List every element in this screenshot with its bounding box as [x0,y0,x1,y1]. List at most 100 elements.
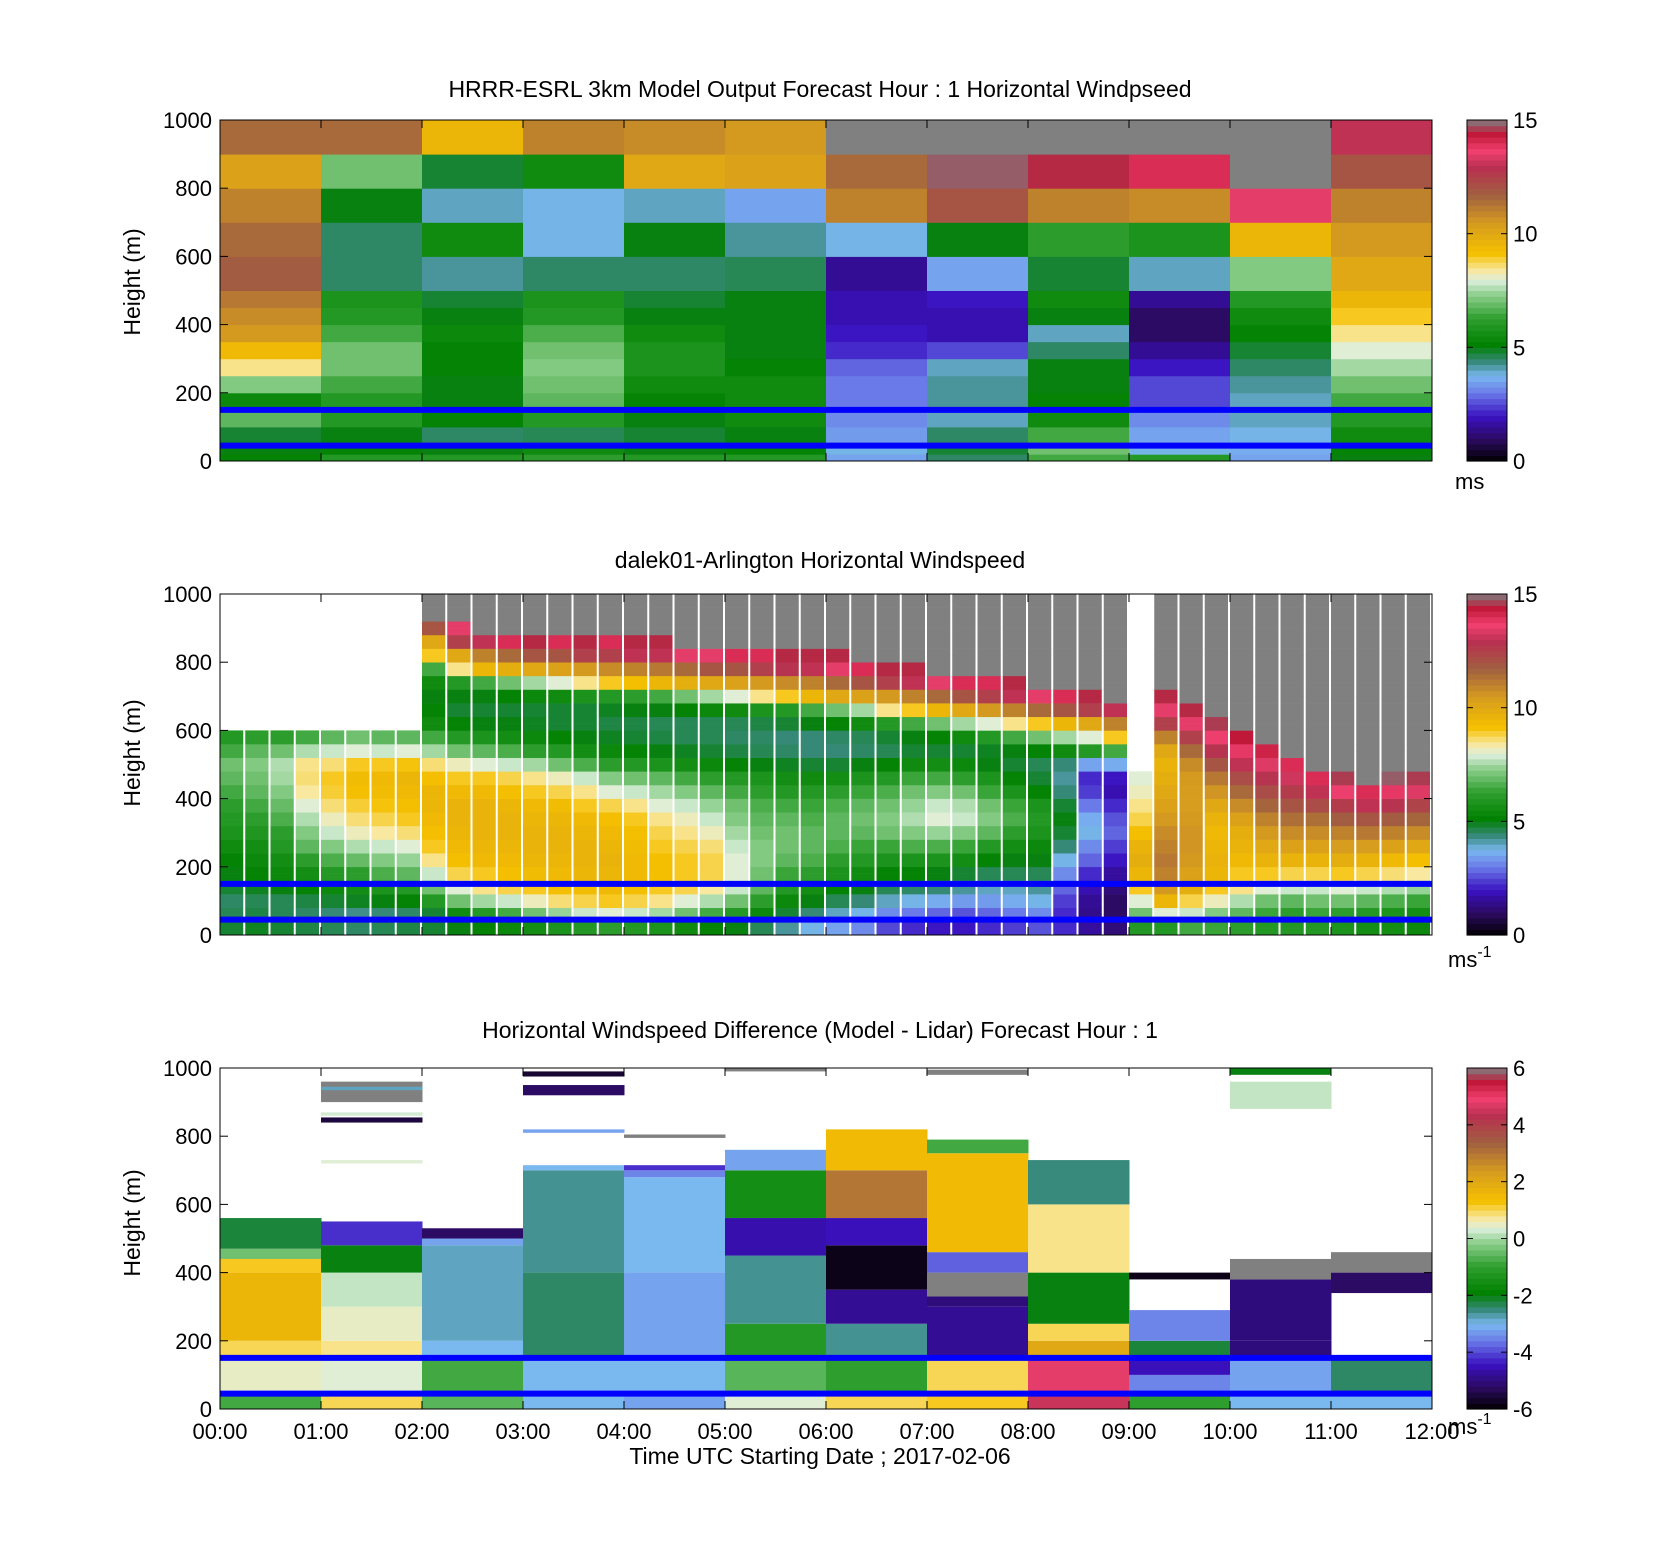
heatmap-cell [245,744,269,752]
heatmap-cell [826,600,850,608]
heatmap-cell [447,655,471,663]
colorbar-swatch [1467,318,1507,326]
heatmap-cell [800,696,824,704]
heatmap-cell [1305,689,1329,697]
heatmap-cell [1103,703,1127,711]
heatmap-cell [1406,648,1430,656]
heatmap-cell [270,832,294,840]
heatmap-cell [1356,819,1380,827]
heatmap-cell [422,832,446,840]
heatmap-cell [826,607,850,615]
heatmap-cell [1053,696,1077,704]
heatmap-cell [321,1245,423,1273]
colorbar-swatch [1467,815,1507,822]
heatmap-cell [800,894,824,902]
heatmap-cell [1331,791,1355,799]
heatmap-cell [649,614,673,622]
heatmap-cell [851,812,875,820]
colorbar-swatch [1467,250,1507,257]
heatmap-cell [422,341,524,360]
heatmap-cell [977,887,1001,895]
heatmap-cell [1053,791,1077,799]
heatmap-cell [523,873,547,881]
heatmap-cell [1179,723,1203,731]
colorbar-swatch [1467,1232,1507,1240]
heatmap-cell [1053,832,1077,840]
heatmap-cell [1179,655,1203,663]
heatmap-cell [1129,812,1153,820]
heatmap-cell [800,900,824,909]
heatmap-cell [674,628,698,636]
heatmap-cell [1305,682,1329,690]
heatmap-cell [573,682,597,690]
heatmap-cell [1406,805,1430,813]
heatmap-cell [245,894,269,902]
heatmap-cell [1179,866,1203,874]
heatmap-cell [1356,771,1380,779]
heatmap-cell [523,709,547,718]
colorbar-swatch [1467,1369,1507,1376]
heatmap-cell [977,716,1001,724]
x-tick-label: 08:00 [1000,1419,1055,1444]
heatmap-cell [775,600,799,608]
heatmap-cell [775,737,799,745]
heatmap-cell [1154,682,1178,690]
heatmap-cell [422,825,446,833]
heatmap-cell [422,723,446,731]
heatmap-cell [523,853,547,861]
heatmap-cell [422,120,524,155]
heatmap-cell [1331,894,1355,902]
heatmap-cell [523,641,547,649]
heatmap-cell [1103,655,1127,663]
heatmap-cell [1356,859,1380,868]
colorbar-swatch [1467,798,1507,805]
heatmap-cell [1053,907,1077,915]
heatmap-cell [321,887,345,895]
heatmap-cell [1305,696,1329,704]
heatmap-cell [1331,716,1355,724]
heatmap-cell [422,894,446,902]
heatmap-cell [1103,853,1127,861]
colorbar-swatch [1467,861,1507,868]
heatmap-cell [422,839,446,847]
heatmap-cell [497,600,521,608]
heatmap-cell [800,832,824,840]
heatmap-cell [775,662,799,670]
heatmap-cell [927,222,1029,257]
heatmap-cell [447,819,471,827]
heatmap-cell [573,805,597,813]
colorbar-swatch [1467,821,1507,828]
heatmap-cell [1331,921,1355,929]
heatmap-cell [851,628,875,636]
heatmap-cell [826,682,850,690]
heatmap-cell [1255,819,1279,827]
heatmap-cell [1028,1323,1130,1341]
colorbar-swatch [1467,690,1507,697]
heatmap-cell [321,853,345,861]
heatmap-cell [523,791,547,799]
heatmap-cell [295,907,319,915]
heatmap-cell [1280,628,1304,636]
heatmap-cell [1280,873,1304,881]
heatmap-cell [927,634,951,643]
heatmap-cell [220,750,244,758]
heatmap-cell [927,392,1029,411]
heatmap-cell [573,873,597,881]
heatmap-cell [1305,703,1329,711]
heatmap-cell [1154,675,1178,683]
heatmap-cell [598,696,622,704]
heatmap-cell [876,600,900,608]
heatmap-cell [1331,723,1355,731]
heatmap-cell [649,778,673,786]
heatmap-cell [927,709,951,718]
heatmap-cell [573,669,597,677]
colorbar-swatch [1467,1119,1507,1126]
heatmap-cell [371,737,395,745]
heatmap-cell [1002,634,1026,643]
colorbar-swatch [1467,1244,1507,1251]
heatmap-cell [220,1357,322,1392]
heatmap-cell [1230,798,1254,806]
heatmap-cell [1305,887,1329,895]
heatmap-cell [826,655,850,663]
heatmap-cell [977,655,1001,663]
